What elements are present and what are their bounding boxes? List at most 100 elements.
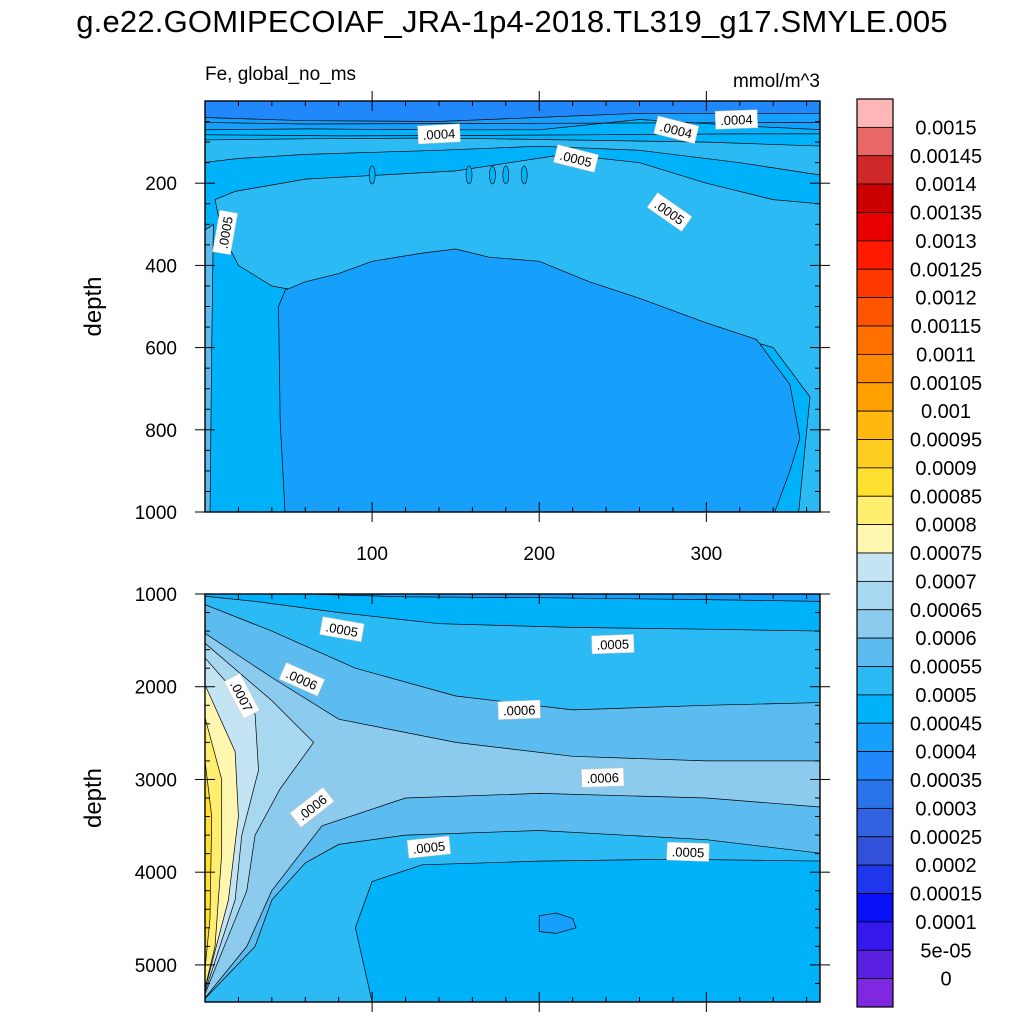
colorbar-swatch xyxy=(856,836,894,866)
contour-label-box xyxy=(223,672,260,720)
lower-middle-band-0.00055 xyxy=(205,604,820,1000)
contour-label-text: .0005 xyxy=(325,619,360,639)
colorbar-swatch xyxy=(856,666,894,696)
contour-label: .0005 xyxy=(553,144,599,173)
x-tick-label: 100 xyxy=(356,544,388,565)
contour-label: .0006 xyxy=(497,699,541,720)
colorbar-swatch xyxy=(856,722,894,753)
colorbar-label: 0.00145 xyxy=(910,146,982,168)
contour-label-text: .0005 xyxy=(596,637,629,653)
contour-label-text: .0006 xyxy=(503,702,536,718)
contour-label-box xyxy=(417,123,461,145)
colorbar-swatch xyxy=(856,495,894,526)
y-tick-label: 1000 xyxy=(135,585,177,606)
y-axis-label: depth xyxy=(80,768,107,828)
colorbar-frame xyxy=(856,98,894,1008)
panel-lower-axes: 1000 2000 3000 4000 5000 depth xyxy=(80,585,830,1012)
lower-middle-band-0.0006 xyxy=(205,632,820,999)
colorbar-label: 0.0015 xyxy=(915,117,976,139)
y-axis-label: depth xyxy=(80,276,107,336)
colorbar-label: 0.0001 xyxy=(915,912,976,934)
x-tick-label: 200 xyxy=(523,544,555,565)
colorbar-label: 0.00125 xyxy=(910,259,982,281)
colorbar-swatch xyxy=(856,807,894,838)
contour-label-text: .0005 xyxy=(215,215,235,250)
colorbar-swatch xyxy=(856,779,894,809)
x-tick-label: 300 xyxy=(691,544,723,565)
contour-label-text: .0004 xyxy=(422,126,455,143)
contour-label-text: .0006 xyxy=(586,770,619,786)
y-tick-label: 200 xyxy=(145,174,177,195)
colorbar-swatch xyxy=(856,98,894,128)
contour-label-box xyxy=(289,786,335,828)
colorbar-label: 0.00135 xyxy=(910,203,982,225)
contour-label-box xyxy=(714,109,758,130)
contour-label: .0004 xyxy=(653,115,700,144)
contour-label-box xyxy=(591,634,635,655)
colorbar-swatch xyxy=(856,978,894,1008)
colorbar-label: 0.00035 xyxy=(910,770,982,792)
colorbar-swatch xyxy=(856,126,894,157)
colorbar-label: 0.0014 xyxy=(915,174,976,196)
colorbar-label: 0.00045 xyxy=(910,713,982,735)
contour-label-box xyxy=(212,209,238,256)
contour-label: .0005 xyxy=(212,209,238,256)
contour-label-box xyxy=(319,616,365,642)
colorbar-label: 0.001 xyxy=(921,401,971,423)
contour-label: .0004 xyxy=(417,123,461,145)
colorbar-label: 0.0007 xyxy=(915,571,976,593)
colorbar-swatch xyxy=(856,240,894,270)
y-tick-label: 600 xyxy=(145,339,177,360)
colorbar-label: 0.00015 xyxy=(910,884,982,906)
y-tick-label: 1000 xyxy=(135,503,177,524)
colorbar-swatch xyxy=(856,949,894,980)
colorbar-swatch xyxy=(856,410,894,440)
colorbar-label: 0.0006 xyxy=(915,628,976,650)
colorbar-swatch xyxy=(856,467,894,497)
colorbar-swatch xyxy=(856,637,894,667)
colorbar-swatch xyxy=(856,751,894,781)
colorbar-label: 0.00105 xyxy=(910,373,982,395)
y-tick-label: 4000 xyxy=(135,863,177,884)
colorbar-swatch xyxy=(856,609,894,639)
colorbar-swatch xyxy=(856,297,894,327)
contour-label: .0006 xyxy=(581,767,625,788)
left-subtitle: Fe, global_no_ms xyxy=(205,64,356,85)
colorbar-label: 0.0003 xyxy=(915,798,976,820)
upper-island-4 xyxy=(520,165,528,185)
lower-band-0.00085 xyxy=(205,757,213,973)
contour-label: .0005 xyxy=(666,841,710,862)
colorbar-swatch xyxy=(856,382,894,412)
colorbar-label: 0.00115 xyxy=(911,316,982,338)
colorbar-label: 0.00085 xyxy=(910,486,982,508)
y-tick-label: 5000 xyxy=(135,956,177,977)
contour-label-box xyxy=(646,192,693,232)
panel-upper-contour-labels: .0004 .0004 .0004 .0005 .0005 .0005 xyxy=(212,109,758,256)
y-tick-label: 800 xyxy=(145,421,177,442)
colorbar-label: 0 xyxy=(940,969,951,991)
colorbar-swatch xyxy=(856,580,894,611)
colorbar-swatch xyxy=(856,694,894,724)
contour-label: .0005 xyxy=(319,616,365,642)
colorbar-swatch xyxy=(856,212,894,242)
y-tick-label: 400 xyxy=(145,256,177,277)
colorbar-swatch xyxy=(856,183,894,213)
contour-label-box xyxy=(581,767,625,788)
y-tick-label: 2000 xyxy=(135,678,177,699)
colorbar-label: 0.00065 xyxy=(910,600,982,622)
colorbar-swatch xyxy=(856,552,894,582)
colorbar-label: 0.0013 xyxy=(915,231,976,253)
contour-label-box xyxy=(653,115,700,144)
colorbar-swatch xyxy=(856,524,894,554)
upper-field xyxy=(205,101,820,512)
colorbar-swatch xyxy=(856,325,894,355)
contour-label-text: .0005 xyxy=(671,844,704,860)
contour-label-box xyxy=(553,144,599,173)
contour-label: .0005 xyxy=(406,835,452,859)
colorbar-swatch xyxy=(856,864,894,894)
contour-label-box xyxy=(278,662,326,697)
colorbar-label: 0.0004 xyxy=(915,742,976,764)
colorbar-label: 0.0008 xyxy=(915,515,976,537)
